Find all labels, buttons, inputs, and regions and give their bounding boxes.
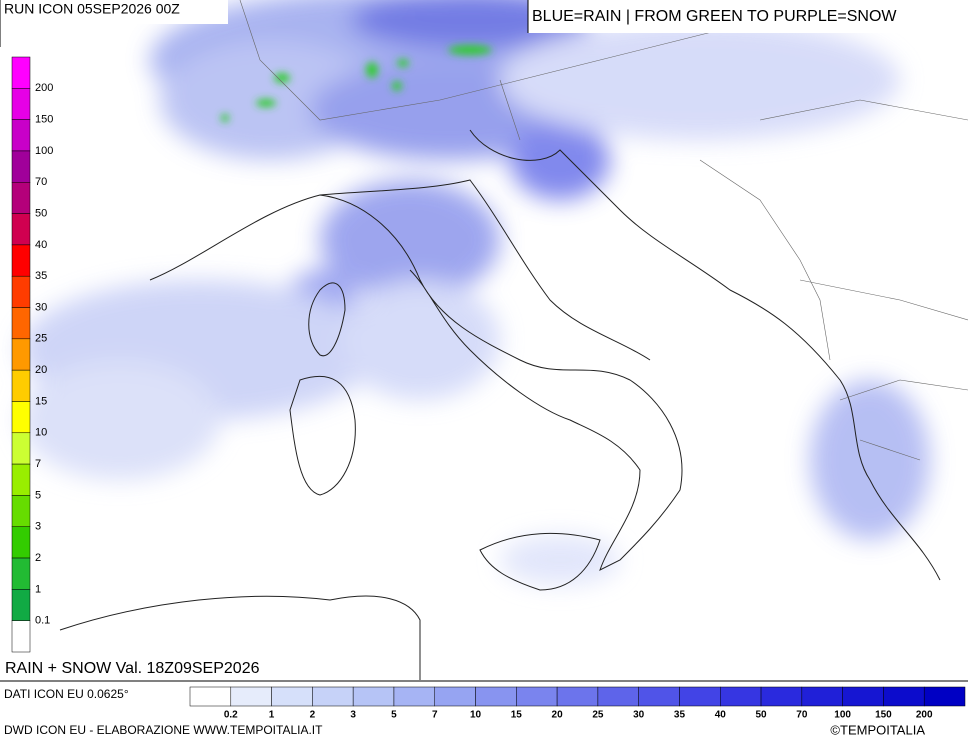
rain-label: 50 xyxy=(755,710,767,721)
rain-label: 5 xyxy=(391,710,397,721)
rain-label: 70 xyxy=(796,710,808,721)
rain-swatch xyxy=(352,686,395,707)
snow-label: 30 xyxy=(35,301,47,313)
snow-swatch xyxy=(11,119,31,152)
rain-label: 0.2 xyxy=(224,710,238,721)
rain-scale: 0.2 1 2 3 5 7 10 15 20 25 30 35 40 50 70 100 150 200 xyxy=(189,686,966,721)
snow-swatch xyxy=(11,401,31,434)
snow-label: 3 xyxy=(35,521,41,533)
rain-label: 3 xyxy=(350,710,356,721)
rain-swatch xyxy=(883,686,925,707)
product-title: RAIN + SNOW Val. 18Z09SEP2026 xyxy=(5,660,260,677)
snow-label: 50 xyxy=(35,207,47,219)
rain-swatch xyxy=(760,686,803,707)
snow-swatch xyxy=(11,213,31,246)
snow-swatch xyxy=(11,557,31,590)
rain-label: 150 xyxy=(875,710,892,721)
rain-swatch xyxy=(230,686,272,707)
rain-swatch xyxy=(679,686,721,707)
rain-swatch xyxy=(475,686,517,707)
rain-swatch xyxy=(271,686,313,707)
rain-swatch xyxy=(556,686,599,707)
snow-scale: 200 150 100 70 50 40 35 30 25 20 15 10 7 5 3 2 1 0.1 xyxy=(11,56,53,653)
rain-swatch xyxy=(638,686,680,707)
snow-label: 20 xyxy=(35,364,47,376)
snow-swatch xyxy=(11,338,31,371)
snow-label: 15 xyxy=(35,395,47,407)
rain-label: 20 xyxy=(552,710,564,721)
rain-swatch xyxy=(312,686,354,707)
snow-label: 5 xyxy=(35,489,41,501)
map xyxy=(20,0,968,680)
rain-label: 200 xyxy=(916,710,933,721)
snow-label: 150 xyxy=(35,114,53,126)
legend-key: BLUE=RAIN | FROM GREEN TO PURPLE=SNOW xyxy=(532,8,897,25)
snow-label: 7 xyxy=(35,458,41,470)
snow-label: 70 xyxy=(35,176,47,188)
rain-swatch xyxy=(434,686,476,707)
rain-swatch xyxy=(720,686,762,707)
rain-label: 25 xyxy=(592,710,604,721)
snow-swatch xyxy=(11,150,31,183)
rain-label: 7 xyxy=(432,710,438,721)
rain-swatch xyxy=(189,686,232,707)
rain-label: 10 xyxy=(470,710,482,721)
snow-label: 200 xyxy=(35,82,53,94)
snow-swatch xyxy=(11,244,31,277)
snow-swatch xyxy=(11,495,31,527)
rain-swatch xyxy=(842,686,884,707)
snow-label: 0.1 xyxy=(35,615,50,627)
snow-swatch xyxy=(11,432,31,465)
snow-swatch xyxy=(11,56,31,89)
snow-label: 1 xyxy=(35,583,41,595)
rain-label: 1 xyxy=(269,710,275,721)
snow-label: 2 xyxy=(35,552,41,564)
rain-label: 15 xyxy=(511,710,523,721)
snow-swatch xyxy=(11,307,31,340)
snow-swatch xyxy=(11,463,31,496)
snow-label: 100 xyxy=(35,145,53,157)
rain-label: 35 xyxy=(674,710,686,721)
snow-label: 40 xyxy=(35,239,47,251)
snow-label: 35 xyxy=(35,270,47,282)
rain-swatch xyxy=(516,686,558,707)
brand: ©TEMPOITALIA xyxy=(830,722,925,737)
data-source: DATI ICON EU 0.0625° xyxy=(4,687,129,701)
snow-swatch xyxy=(11,369,31,402)
rain-label: 30 xyxy=(633,710,645,721)
rain-label: 2 xyxy=(310,710,316,721)
snow-swatch xyxy=(11,88,31,120)
snow-swatch xyxy=(11,182,31,214)
snow-label: 25 xyxy=(35,333,47,345)
snow-swatch xyxy=(11,526,31,559)
snow-swatch xyxy=(11,275,31,308)
run-title: RUN ICON 05SEP2026 00Z xyxy=(4,1,180,17)
credits: DWD ICON EU - ELABORAZIONE WWW.TEMPOITAL… xyxy=(4,723,323,737)
snow-swatch xyxy=(11,620,31,653)
snow-swatch xyxy=(11,589,31,621)
snow-label: 10 xyxy=(35,427,47,439)
rain-label: 40 xyxy=(715,710,727,721)
rain-swatch xyxy=(597,686,639,707)
rain-swatch xyxy=(801,686,843,707)
rain-swatch xyxy=(393,686,435,707)
rain-label: 100 xyxy=(834,710,851,721)
rain-swatch xyxy=(923,686,966,707)
